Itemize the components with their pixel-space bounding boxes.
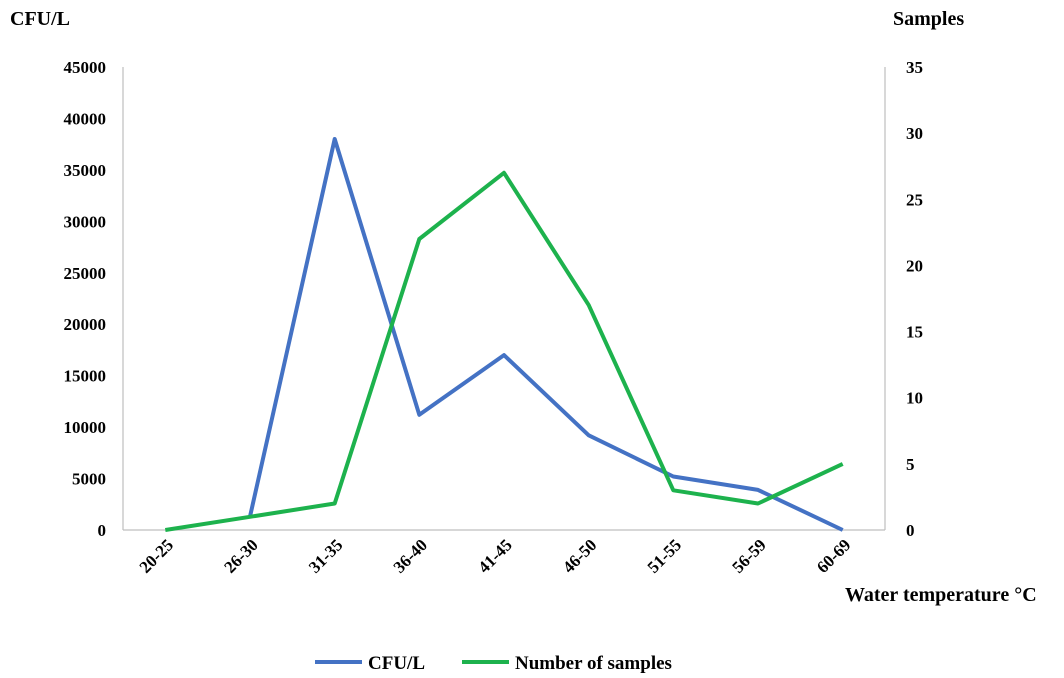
series-line-0	[248, 137, 844, 532]
x-tick-label: 51-55	[644, 535, 685, 576]
right-tick-label: 15	[906, 323, 923, 342]
left-tick-label: 10000	[64, 418, 107, 437]
series-line-1	[164, 170, 844, 532]
x-tick-label: 41-45	[474, 535, 515, 576]
x-tick-label: 60-69	[813, 535, 854, 576]
x-tick-label: 31-35	[305, 535, 346, 576]
left-tick-label: 45000	[64, 58, 107, 77]
left-tick-label: 20000	[64, 315, 107, 334]
right-tick-label: 25	[906, 190, 923, 209]
left-tick-label: 35000	[64, 161, 107, 180]
left-tick-label: 5000	[72, 470, 106, 489]
left-tick-label: 40000	[64, 109, 107, 128]
x-tick-label: 36-40	[390, 535, 431, 576]
right-y-axis-ticks: 0 5 10 15 20 25 30 35	[906, 58, 923, 540]
right-tick-label: 30	[906, 124, 923, 143]
right-axis-title: Samples	[893, 8, 964, 30]
right-tick-label: 5	[906, 455, 915, 474]
left-tick-label: 15000	[64, 367, 107, 386]
series-lines	[164, 137, 844, 532]
legend-label-samples: Number of samples	[515, 653, 672, 674]
x-axis-ticks: 20-25 26-30 31-35 36-40 41-45 46-50 51-55 56-59…	[136, 535, 855, 576]
left-tick-label: 0	[98, 521, 107, 540]
x-tick-label: 20-25	[136, 535, 177, 576]
x-tick-label: 56-59	[728, 535, 769, 576]
left-axis-title: CFU/L	[10, 8, 70, 30]
left-tick-label: 30000	[64, 212, 107, 231]
x-tick-label: 26-30	[220, 535, 261, 576]
right-tick-label: 35	[906, 58, 923, 77]
x-axis-title: Water temperature °C	[845, 584, 1037, 606]
left-tick-label: 25000	[64, 264, 107, 283]
right-tick-label: 10	[906, 389, 923, 408]
x-tick-label: 46-50	[559, 535, 600, 576]
right-tick-label: 0	[906, 521, 915, 540]
left-y-axis-ticks: 0 5000 10000 15000 20000 25000 30000 35000 40000…	[64, 58, 107, 540]
legend: CFU/L Number of samples	[315, 653, 672, 674]
right-tick-label: 20	[906, 256, 923, 275]
legend-label-cfu: CFU/L	[368, 653, 425, 674]
